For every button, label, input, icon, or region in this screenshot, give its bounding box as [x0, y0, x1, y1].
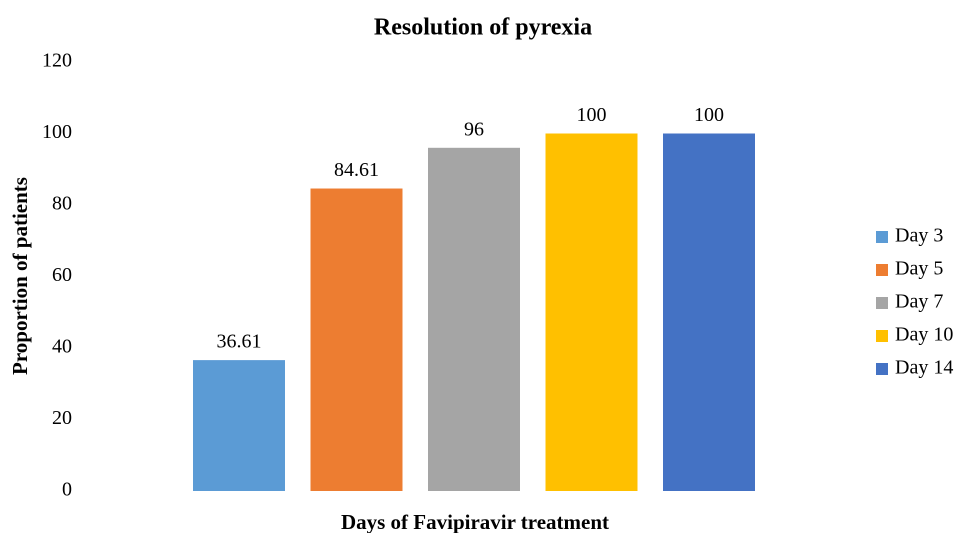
bar [428, 147, 520, 492]
value-label: 100 [694, 104, 724, 126]
y-tick-label: 80 [52, 193, 72, 215]
y-tick-label: 20 [52, 407, 72, 429]
y-tick-label: 40 [52, 336, 72, 358]
value-label: 84.61 [334, 159, 379, 181]
legend-swatch [876, 231, 888, 243]
bar [310, 188, 403, 491]
y-tick-label: 60 [52, 264, 72, 286]
legend-swatch [876, 297, 888, 309]
legend-swatch [876, 330, 888, 342]
y-tick-label: 100 [42, 121, 72, 143]
value-label: 100 [577, 104, 607, 126]
legend-swatch [876, 363, 888, 375]
bar [663, 133, 755, 491]
y-tick-label: 120 [42, 50, 72, 72]
bar [545, 133, 638, 491]
value-label: 96 [464, 118, 484, 140]
bar [193, 360, 285, 491]
value-label: 36.61 [217, 331, 262, 353]
legend-label: Day 14 [895, 357, 953, 379]
legend-swatch [876, 264, 888, 276]
y-tick-label: 0 [62, 479, 72, 501]
legend-label: Day 10 [895, 324, 953, 346]
x-axis-label: Days of Favipiravir treatment [341, 510, 609, 533]
legend-label: Day 3 [895, 225, 943, 247]
legend-label: Day 5 [895, 258, 943, 280]
chart-title: Resolution of pyrexia [374, 15, 592, 41]
legend-label: Day 7 [895, 291, 943, 313]
y-axis-label: Proportion of patients [8, 177, 32, 375]
